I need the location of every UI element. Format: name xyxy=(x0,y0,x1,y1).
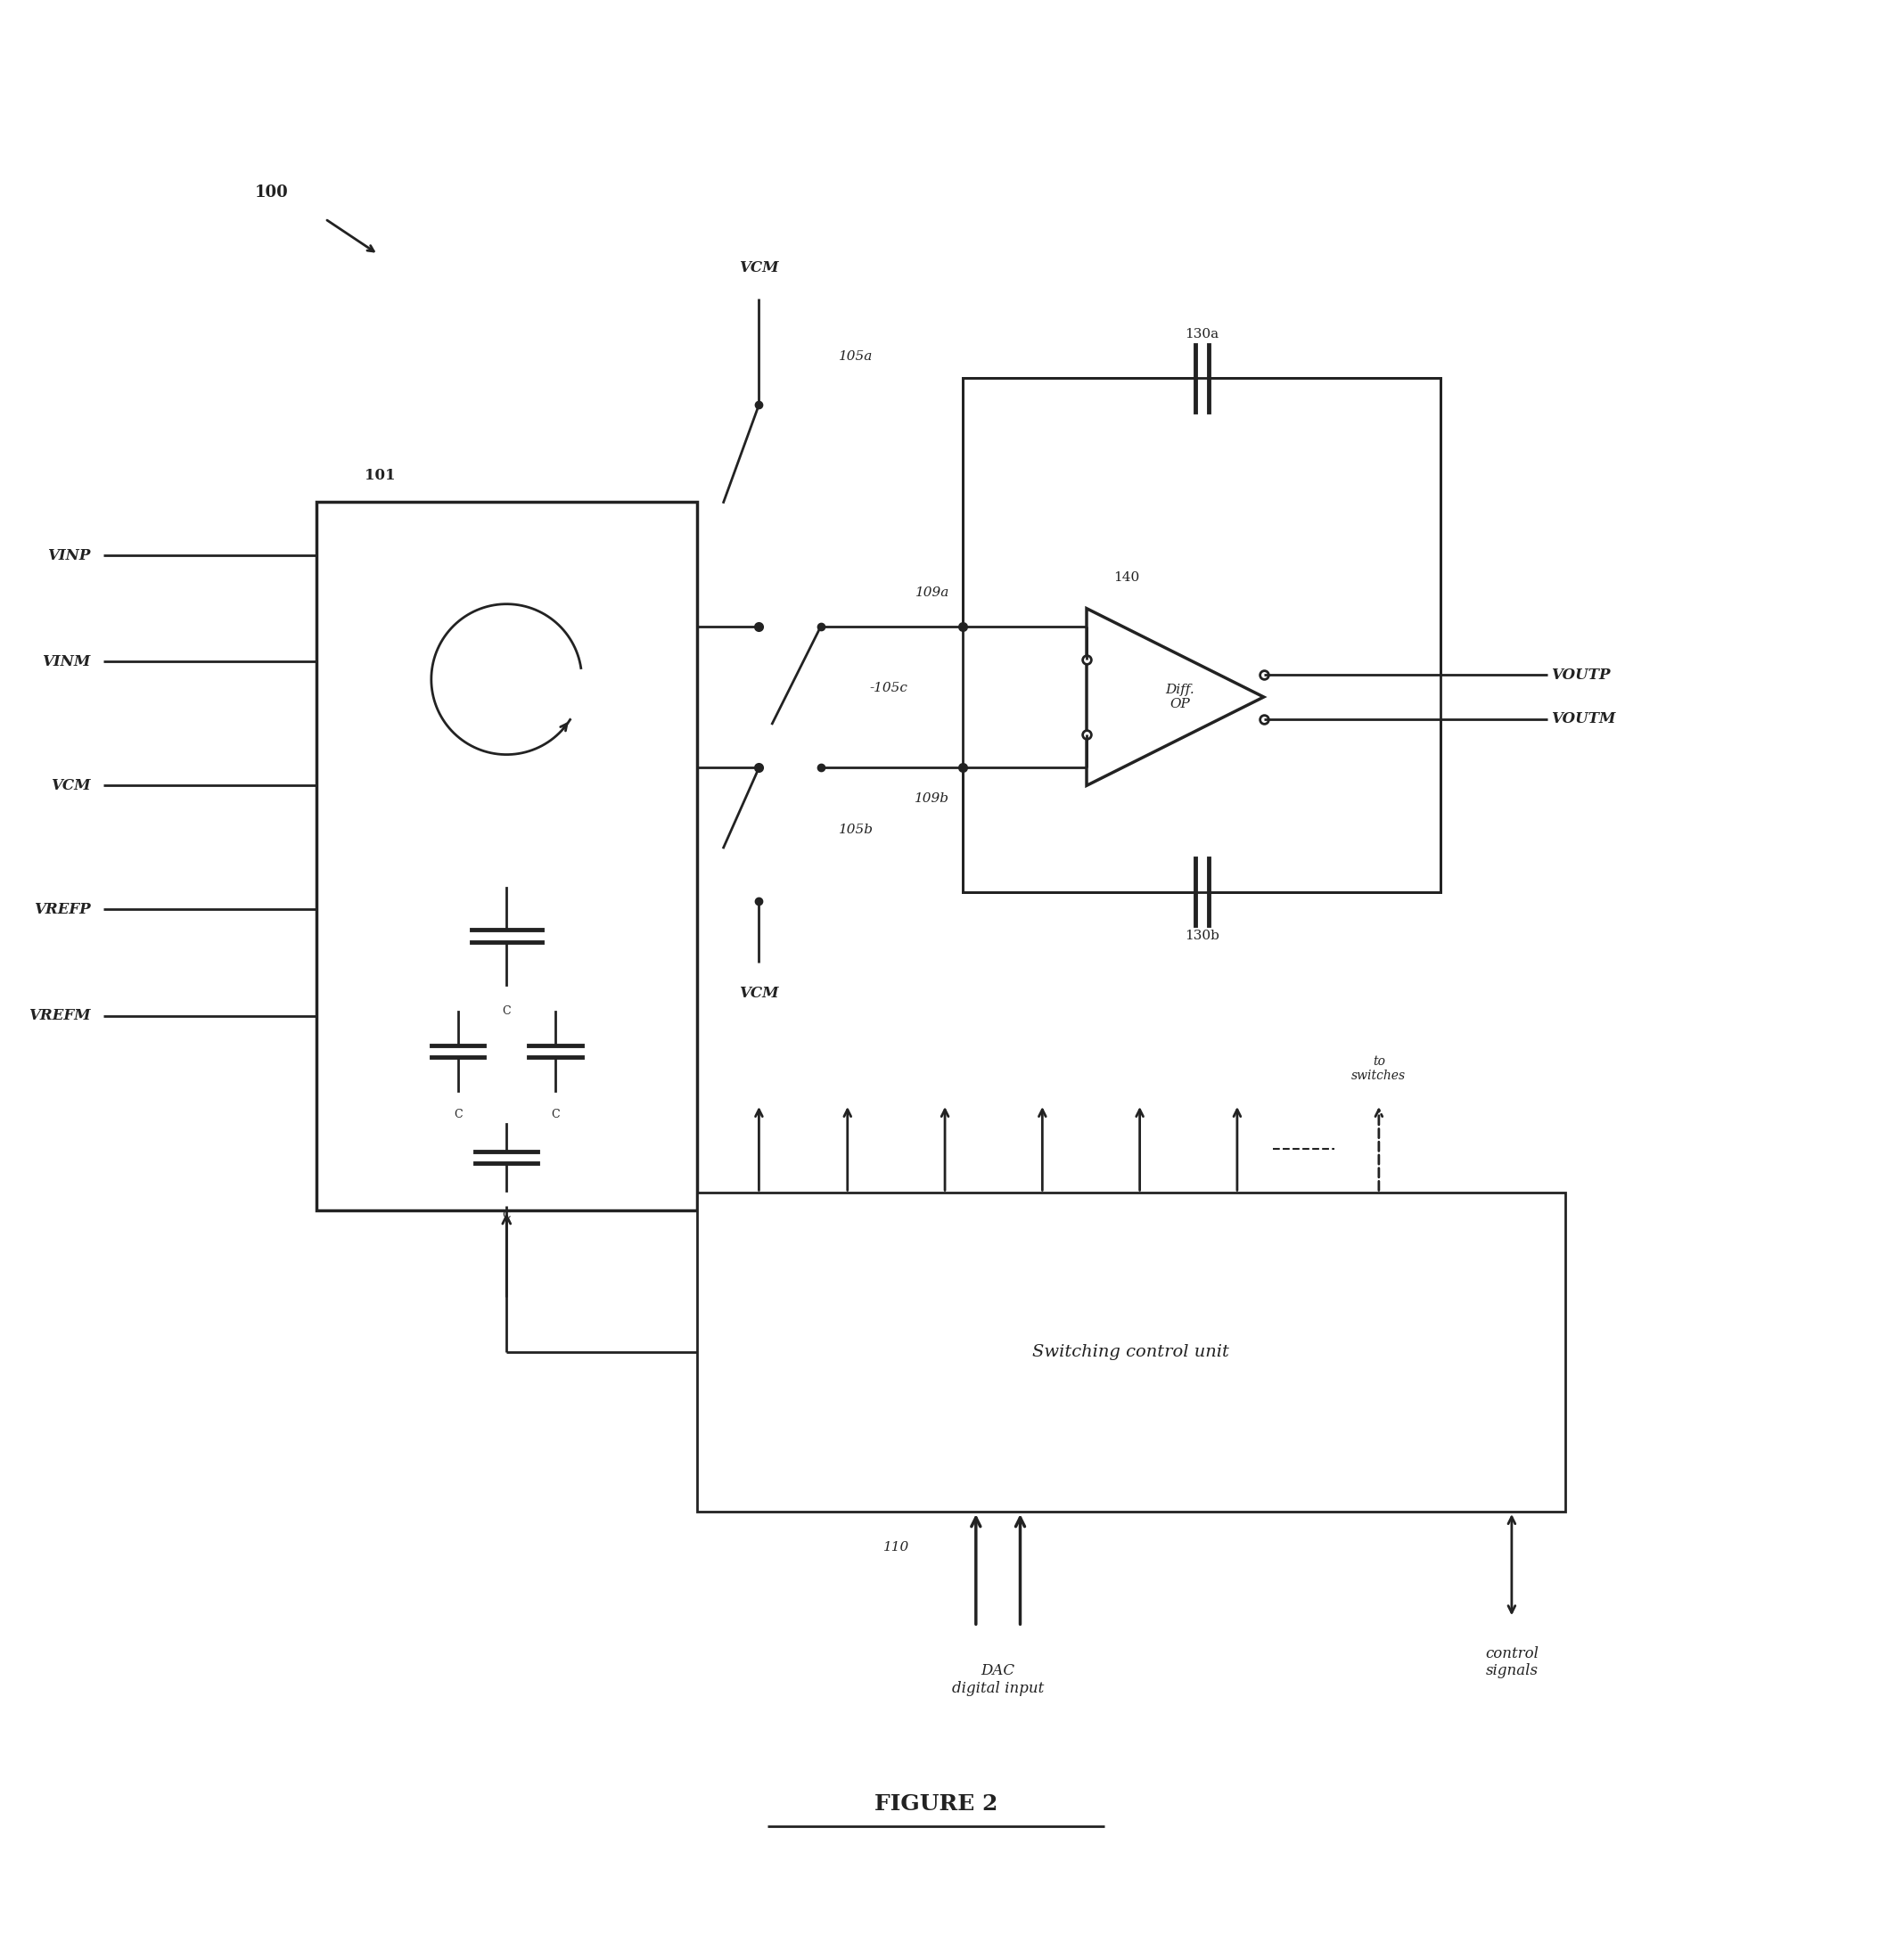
Text: to
switches: to switches xyxy=(1352,1055,1405,1082)
Text: C: C xyxy=(503,1209,510,1220)
Text: 110: 110 xyxy=(883,1541,910,1552)
Polygon shape xyxy=(1087,608,1264,785)
Text: 100: 100 xyxy=(255,185,289,200)
Text: Diff.
OP: Diff. OP xyxy=(1165,684,1194,711)
FancyBboxPatch shape xyxy=(963,379,1441,892)
Text: VCM: VCM xyxy=(51,777,89,793)
Text: 105b: 105b xyxy=(838,824,874,835)
Text: 130b: 130b xyxy=(1184,931,1219,942)
Text: VREFM: VREFM xyxy=(29,1008,89,1024)
Text: C: C xyxy=(550,1109,560,1121)
Text: VINP: VINP xyxy=(48,548,89,563)
Text: VOUTP: VOUTP xyxy=(1552,666,1611,682)
Text: -105c: -105c xyxy=(870,682,908,694)
Text: C: C xyxy=(503,1006,510,1016)
Text: C: C xyxy=(453,1109,463,1121)
FancyBboxPatch shape xyxy=(316,501,697,1210)
Text: VINM: VINM xyxy=(42,655,89,668)
Text: 109a: 109a xyxy=(916,587,950,598)
Text: 101: 101 xyxy=(366,468,396,484)
Text: 140: 140 xyxy=(1114,571,1139,583)
Text: VCM: VCM xyxy=(739,260,779,276)
Text: 130a: 130a xyxy=(1184,328,1219,340)
Text: control
signals: control signals xyxy=(1485,1646,1538,1679)
Text: VCM: VCM xyxy=(739,985,779,1001)
Text: VOUTM: VOUTM xyxy=(1552,711,1616,727)
Text: 105a: 105a xyxy=(838,350,872,361)
Text: 109b: 109b xyxy=(914,793,950,804)
Text: VREFP: VREFP xyxy=(34,902,89,917)
Text: FIGURE 2: FIGURE 2 xyxy=(874,1793,998,1815)
Text: Switching control unit: Switching control unit xyxy=(1032,1345,1230,1360)
Text: DAC
digital input: DAC digital input xyxy=(952,1663,1043,1696)
FancyBboxPatch shape xyxy=(697,1193,1565,1512)
